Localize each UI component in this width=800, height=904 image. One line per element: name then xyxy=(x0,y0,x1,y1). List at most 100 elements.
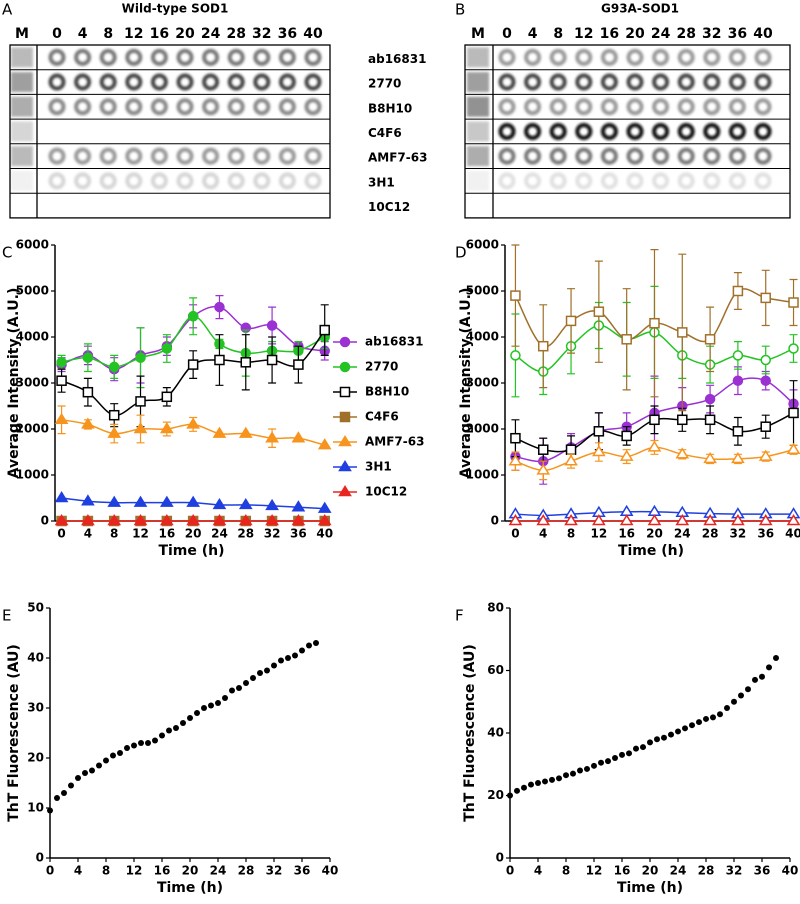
blot-dot xyxy=(549,122,567,140)
point xyxy=(96,762,102,769)
blot-dot xyxy=(524,48,542,66)
blot-dot xyxy=(524,98,542,116)
blot-dot xyxy=(728,48,746,66)
blot-dot xyxy=(728,172,746,190)
blot-dot xyxy=(549,147,567,165)
x-tick-label: 28 xyxy=(238,864,255,878)
blot-dot xyxy=(652,73,670,91)
blot-dot xyxy=(99,73,117,91)
point xyxy=(236,685,242,691)
marker xyxy=(54,412,69,425)
legend-label: C4F6 xyxy=(365,410,399,424)
x-tick-label: 32 xyxy=(726,864,743,878)
blot-dot xyxy=(575,73,593,91)
blot-marker-spot xyxy=(467,96,489,117)
lane-label: M xyxy=(471,26,485,42)
x-axis-label: Time (h) xyxy=(157,880,223,896)
marker xyxy=(187,311,199,322)
y-tick-label: 5000 xyxy=(16,284,49,298)
point xyxy=(549,776,555,783)
point xyxy=(159,732,165,739)
blot-title: Wild-type SOD1 xyxy=(122,2,229,16)
blot-dot xyxy=(575,122,593,140)
marker xyxy=(703,514,717,526)
blot-dot xyxy=(677,48,695,66)
legend-marker xyxy=(338,435,352,447)
blot-dot xyxy=(48,98,66,116)
point xyxy=(647,739,653,746)
marker xyxy=(788,407,799,419)
marker xyxy=(732,426,744,437)
blot-dot xyxy=(677,98,695,116)
blot-dot xyxy=(125,98,143,116)
blot-dot xyxy=(626,73,644,91)
blot-dot xyxy=(253,147,271,165)
marker xyxy=(788,343,799,354)
point xyxy=(745,686,751,693)
point xyxy=(243,680,249,686)
marker xyxy=(758,449,773,461)
marker xyxy=(536,463,551,475)
lane-label: 36 xyxy=(278,26,297,42)
point xyxy=(535,780,541,786)
x-tick-label: 16 xyxy=(618,527,635,541)
lane-label: 40 xyxy=(753,26,773,42)
marker xyxy=(649,414,660,426)
marker xyxy=(593,426,605,437)
marker xyxy=(291,431,306,443)
blot-dot xyxy=(99,98,117,116)
marker xyxy=(187,359,199,370)
blot-frame xyxy=(464,44,791,219)
y-tick-label: 0 xyxy=(36,851,44,865)
blot-dot xyxy=(703,73,721,91)
blot-dot xyxy=(626,98,644,116)
marker xyxy=(82,386,94,398)
blot-dot xyxy=(575,98,593,116)
blot-dot xyxy=(703,147,721,165)
point xyxy=(542,778,548,785)
point xyxy=(68,782,74,789)
y-tick-label: 20 xyxy=(487,788,504,802)
y-tick-label: 2000 xyxy=(16,422,49,436)
blot-dot xyxy=(48,147,66,165)
blot-dot xyxy=(652,48,670,66)
legend-marker xyxy=(338,485,352,497)
point xyxy=(138,740,144,746)
marker xyxy=(760,354,771,366)
x-tick-label: 16 xyxy=(154,864,171,878)
y-tick-label: 10 xyxy=(27,801,44,815)
blot-dot xyxy=(253,73,271,91)
panel-label: D xyxy=(455,244,467,262)
legend-label: 2770 xyxy=(365,360,398,374)
point xyxy=(605,758,611,765)
marker xyxy=(54,491,69,503)
antibody-label: 2770 xyxy=(368,77,401,91)
legend-marker xyxy=(339,361,351,373)
blot-dot xyxy=(575,48,593,66)
blot-dot xyxy=(498,147,516,165)
legend-label: ab16831 xyxy=(365,335,423,349)
blot-marker-spot xyxy=(11,72,33,93)
blot-dot xyxy=(703,122,721,140)
legend-marker xyxy=(339,411,351,423)
blot-dot xyxy=(99,147,117,165)
point xyxy=(773,655,779,661)
blot-dot xyxy=(74,147,92,165)
marker xyxy=(81,514,95,526)
x-tick-label: 28 xyxy=(698,864,715,878)
blot-dot xyxy=(728,122,746,140)
x-tick-label: 32 xyxy=(266,864,283,878)
antibody-label: B8H10 xyxy=(368,101,412,115)
blot-dot xyxy=(626,147,644,165)
point xyxy=(724,705,730,711)
marker xyxy=(133,514,148,526)
x-tick-label: 40 xyxy=(785,527,800,541)
marker xyxy=(786,442,800,454)
y-tick-label: 3000 xyxy=(466,376,499,390)
marker xyxy=(212,426,227,438)
x-tick-label: 4 xyxy=(534,864,542,878)
marker xyxy=(621,334,632,345)
x-tick-label: 40 xyxy=(322,864,339,878)
point xyxy=(215,700,221,706)
marker xyxy=(161,391,173,403)
